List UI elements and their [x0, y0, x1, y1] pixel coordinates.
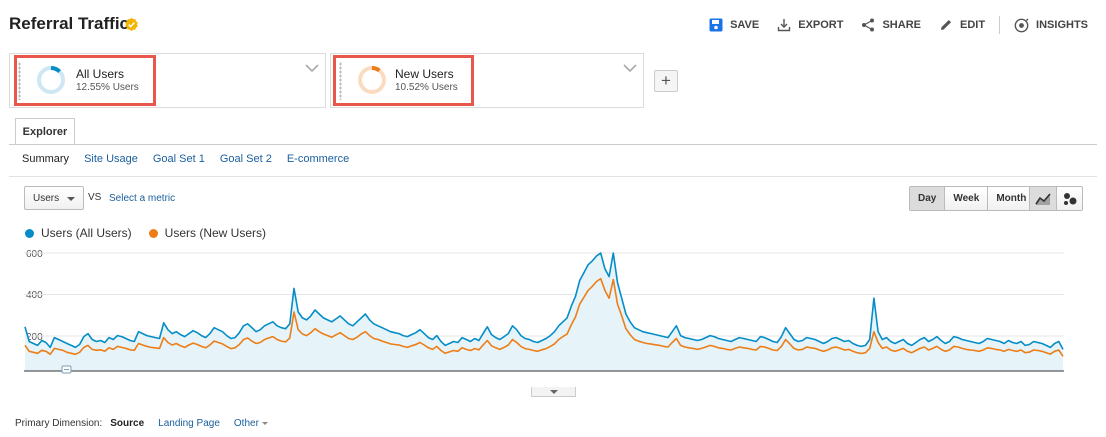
annotation-marker[interactable]	[61, 365, 72, 374]
dimension-source[interactable]: Source	[110, 418, 145, 429]
insights-button[interactable]: INSIGHTS	[1014, 18, 1088, 33]
period-week-button[interactable]: Week	[944, 187, 988, 210]
subnav-summary[interactable]: Summary	[22, 153, 70, 165]
segment-percentage: 12.55% Users	[76, 82, 139, 93]
series-area-all-users	[25, 253, 1063, 371]
tab-divider	[9, 144, 1097, 145]
legend-item-new-users: Users (New Users)	[148, 226, 267, 240]
subnav-site-usage[interactable]: Site Usage	[84, 153, 138, 165]
period-month-button[interactable]: Month	[987, 187, 1035, 210]
subnav-goal-set-1[interactable]: Goal Set 1	[152, 153, 205, 165]
toolbar-divider	[999, 16, 1001, 34]
highlight-box	[333, 55, 474, 106]
legend-item-all-users: Users (All Users)	[25, 226, 132, 240]
motion-chart-button[interactable]	[1056, 187, 1082, 210]
edit-button[interactable]: EDIT	[939, 18, 985, 32]
save-icon	[709, 18, 723, 32]
drag-handle[interactable]	[18, 62, 21, 100]
users-line-chart	[24, 252, 1064, 374]
page-title: Referral Traffic	[9, 14, 129, 33]
dimension-landing-page[interactable]: Landing Page	[158, 418, 220, 429]
panel-divider	[9, 176, 1097, 177]
caret-down-icon	[67, 197, 75, 201]
verified-check-icon	[125, 17, 138, 32]
export-button[interactable]: EXPORT	[777, 18, 843, 32]
subnav-ecommerce[interactable]: E-commerce	[286, 153, 350, 165]
save-label: SAVE	[730, 19, 760, 31]
y-tick-label: 600	[26, 249, 43, 260]
line-chart-icon	[1035, 192, 1051, 205]
metric-select[interactable]: Users	[24, 186, 84, 210]
primary-dimension-bar: Primary Dimension: Source Landing Page O…	[15, 418, 282, 429]
chevron-down-icon[interactable]	[623, 64, 637, 72]
report-header: Referral Traffic SAVE EXPORT	[0, 0, 1106, 50]
chart-expand-toggle[interactable]	[531, 387, 576, 397]
segment-percentage: 10.52% Users	[395, 82, 458, 93]
save-button[interactable]: SAVE	[709, 18, 759, 32]
period-toggle: Day Week Month	[909, 186, 1036, 211]
vs-label: VS	[88, 192, 102, 203]
bubble-chart-icon	[1063, 192, 1076, 205]
share-label: SHARE	[882, 19, 921, 31]
legend-label: Users (New Users)	[164, 226, 267, 240]
chart-type-toggle	[1029, 186, 1083, 211]
chevron-down-icon[interactable]	[305, 64, 319, 72]
line-chart-button[interactable]	[1030, 187, 1056, 210]
highlight-box	[14, 55, 156, 106]
select-metric-link[interactable]: Select a metric	[109, 193, 176, 204]
drag-handle[interactable]	[339, 62, 342, 100]
period-day-button[interactable]: Day	[910, 187, 945, 210]
metric-select-value: Users	[33, 193, 60, 204]
export-icon	[778, 19, 791, 32]
dimension-other-dropdown[interactable]: Other	[234, 418, 268, 429]
segment-new-users[interactable]: New Users 10.52% Users	[330, 53, 644, 108]
legend-dot	[25, 228, 34, 238]
segment-ring-icon	[37, 66, 65, 94]
legend-dot	[148, 228, 158, 238]
y-tick-label: 400	[26, 290, 43, 301]
insights-label: INSIGHTS	[1036, 19, 1088, 31]
segment-all-users[interactable]: All Users 12.55% Users	[9, 53, 326, 108]
series-line-new-users	[24, 277, 1064, 357]
explorer-subnav: Summary Site Usage Goal Set 1 Goal Set 2…	[22, 153, 364, 165]
share-icon	[862, 18, 875, 32]
export-label: EXPORT	[798, 19, 844, 31]
caret-down-icon	[550, 390, 558, 394]
segment-name: All Users	[76, 67, 125, 81]
y-tick-label: 200	[26, 332, 43, 343]
report-actions: SAVE EXPORT SHARE EDIT	[691, 16, 1088, 34]
segment-name: New Users	[395, 67, 454, 81]
legend-label: Users (All Users)	[41, 226, 132, 240]
edit-label: EDIT	[959, 19, 986, 31]
segment-ring-icon	[358, 66, 386, 94]
pencil-icon	[940, 20, 951, 30]
primary-dimension-label: Primary Dimension:	[15, 418, 103, 429]
insights-icon	[1014, 18, 1029, 32]
series-line-all-users	[24, 252, 1064, 350]
chart-legend: Users (All Users) Users (New Users)	[25, 226, 283, 240]
add-segment-button[interactable]: +	[654, 70, 678, 92]
tab-explorer[interactable]: Explorer	[15, 118, 75, 145]
subnav-goal-set-2[interactable]: Goal Set 2	[219, 153, 272, 165]
share-button[interactable]: SHARE	[861, 18, 921, 32]
